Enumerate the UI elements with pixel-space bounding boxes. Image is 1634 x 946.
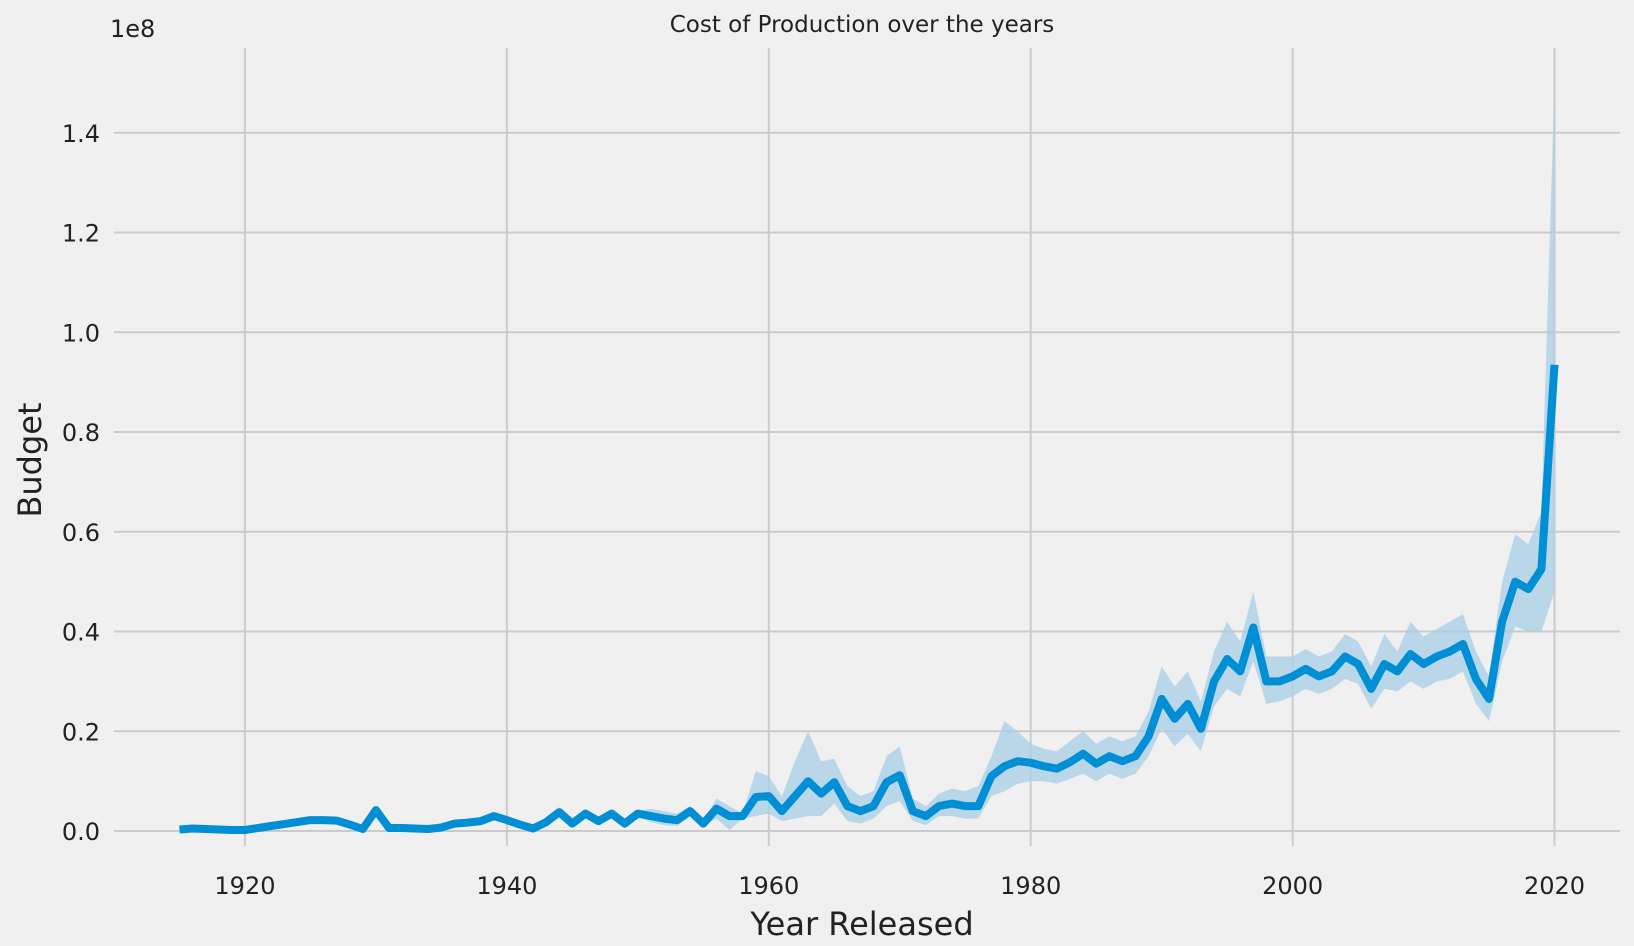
- y-tick-label: 0.6: [62, 519, 100, 547]
- x-tick-label: 1960: [738, 872, 799, 900]
- y-axis-label: Budget: [11, 402, 49, 517]
- y-tick-label: 1.0: [62, 319, 100, 347]
- grid-lines: [114, 48, 1620, 846]
- tick-labels: 0.0 0.2 0.4 0.6 0.8 1.0 1.2 1.4 1920 1940 1960 1980…: [62, 120, 1585, 900]
- x-tick-label: 1920: [214, 872, 275, 900]
- x-tick-label: 2020: [1524, 872, 1585, 900]
- y-tick-label: 1.2: [62, 220, 100, 248]
- y-tick-label: 0.8: [62, 419, 100, 447]
- y-axis-offset-label: 1e8: [110, 15, 155, 43]
- y-tick-label: 0.2: [62, 718, 100, 746]
- x-tick-label: 1940: [476, 872, 537, 900]
- x-tick-label: 1980: [1000, 872, 1061, 900]
- y-tick-label: 0.0: [62, 818, 100, 846]
- x-axis-label: Year Released: [749, 905, 973, 943]
- series-line-layer: [179, 364, 1559, 834]
- series-line: [179, 364, 1559, 834]
- y-tick-label: 0.4: [62, 619, 100, 647]
- chart-title: Cost of Production over the years: [670, 12, 1055, 38]
- y-tick-label: 1.4: [62, 120, 100, 148]
- x-tick-label: 2000: [1262, 872, 1323, 900]
